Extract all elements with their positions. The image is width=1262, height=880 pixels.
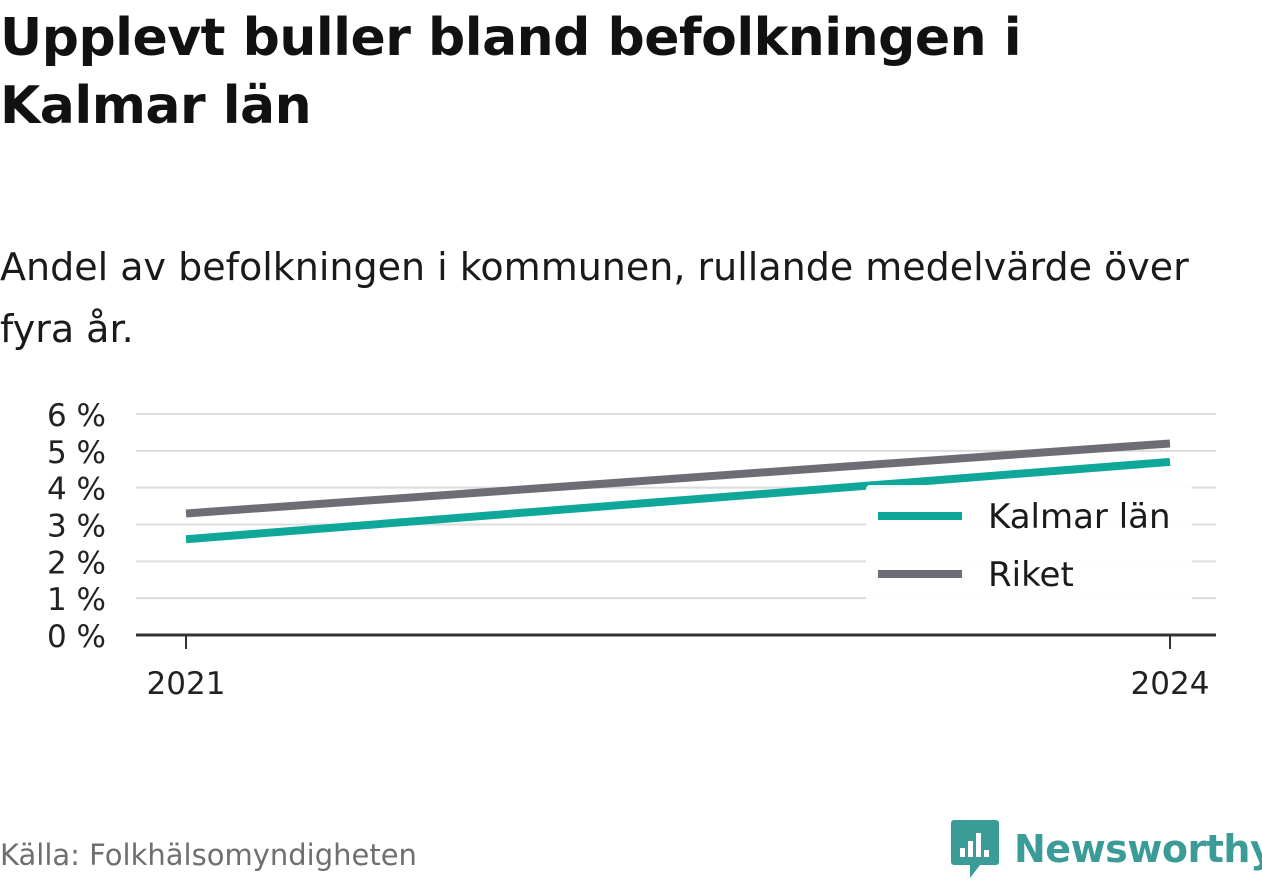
chart-title: Upplevt buller bland befolkningen i Kalm… xyxy=(0,8,1022,136)
x-tick-label: 2021 xyxy=(147,666,226,702)
y-tick-label: 0 % xyxy=(47,619,106,655)
y-tick-label: 5 % xyxy=(47,435,106,471)
brand-name: Newsworthy xyxy=(1014,827,1262,871)
x-tick-label: 2024 xyxy=(1131,666,1210,702)
y-tick-label: 2 % xyxy=(47,545,106,581)
line-chart: 0 %1 %2 %3 %4 %5 %6 % 2021 2024 Kalmar län R… xyxy=(47,398,1216,702)
y-tick-label: 6 % xyxy=(47,398,106,434)
legend-label-riket: Riket xyxy=(988,555,1074,595)
newsworthy-logo-icon xyxy=(951,820,999,878)
chart-subtitle: Andel av befolkningen i kommunen, rullan… xyxy=(0,245,1189,351)
y-tick-label: 1 % xyxy=(47,582,106,618)
series-line-riket xyxy=(185,439,1171,518)
series-line-kalmar-l-n xyxy=(185,457,1171,544)
y-tick-label: 4 % xyxy=(47,472,106,508)
source-note: Källa: Folkhälsomyndigheten xyxy=(0,838,417,872)
legend-label-kalmar-l-n: Kalmar län xyxy=(988,497,1171,537)
newsworthy-logo: Newsworthy xyxy=(950,818,1262,880)
y-tick-label: 3 % xyxy=(47,509,106,545)
